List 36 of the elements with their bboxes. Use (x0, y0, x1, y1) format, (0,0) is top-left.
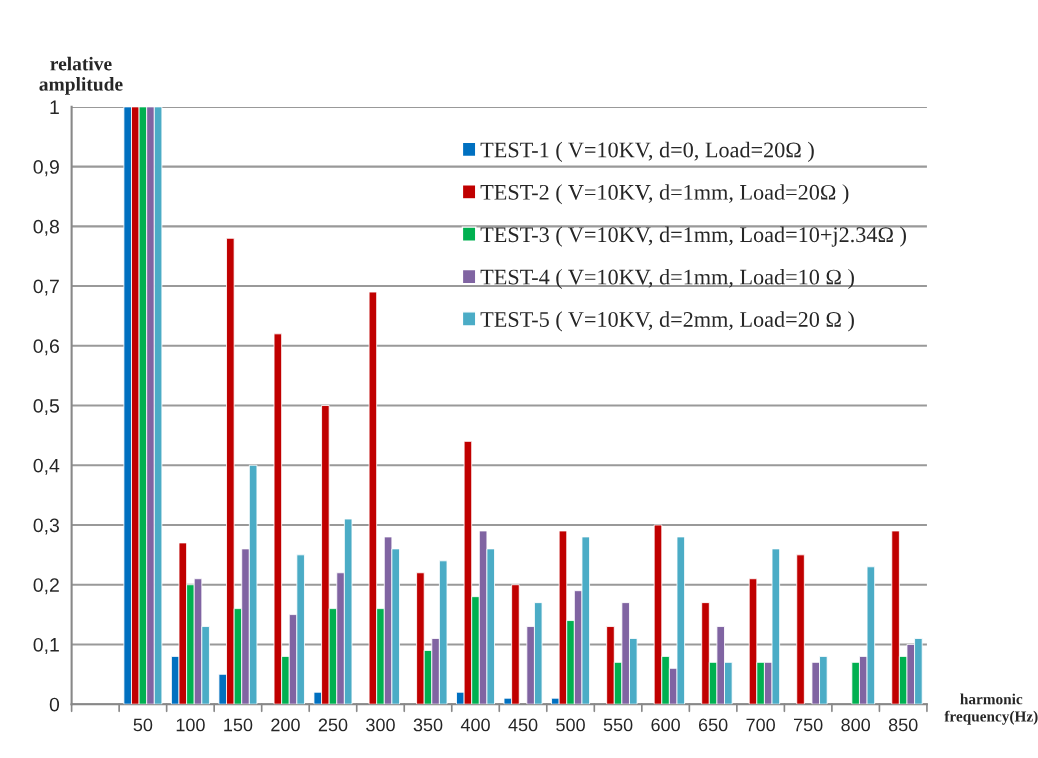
legend-label: TEST-2 ( V=10KV, d=1mm, Load=20Ω ) (480, 184, 849, 205)
x-tick-label: 50 (133, 718, 153, 732)
legend-label: TEST-4 ( V=10KV, d=1mm, Load=10 Ω ) (480, 268, 854, 290)
x-tick-label: 150 (224, 718, 253, 732)
x-tick-label: 300 (366, 718, 395, 732)
x-tick-label: 550 (603, 718, 633, 732)
legend-label: TEST-5 ( V=10KV, d=2mm, Load=20 Ω ) (480, 311, 854, 332)
y-tick-label: 0,2 (33, 578, 59, 595)
y-tick-label: 0,9 (33, 160, 59, 177)
x-axis-title: harmonic frequency(Hz) (944, 693, 1038, 725)
x-tick-label: 100 (176, 718, 205, 732)
legend-label: TEST-3 ( V=10KV, d=1mm, Load=10+j2.34Ω ) (480, 226, 906, 247)
y-tick-label: 0,1 (33, 637, 59, 654)
y-tick-label: 0,5 (33, 399, 59, 416)
x-tick-label: 800 (841, 718, 871, 732)
y-tick-label: 0,6 (33, 339, 59, 356)
y-axis-title: relative amplitude (39, 56, 123, 95)
y-tick-label: 0,7 (33, 279, 59, 296)
legend-label: TEST-1 ( V=10KV, d=0, Load=20Ω ) (480, 141, 814, 162)
x-tick-label: 750 (794, 718, 823, 732)
x-tick-label: 200 (271, 718, 300, 732)
y-tick-label: 1 (50, 100, 59, 114)
y-tick-label: 0 (49, 697, 60, 712)
x-tick-label: 400 (460, 718, 490, 732)
x-tick-label: 850 (888, 718, 918, 732)
x-tick-label: 500 (556, 718, 585, 732)
y-tick-label: 0,4 (33, 458, 60, 475)
y-tick-label: 0,8 (33, 219, 59, 236)
x-tick-label: 350 (413, 718, 443, 732)
x-tick-label: 600 (651, 718, 680, 732)
x-tick-label: 450 (508, 718, 538, 732)
x-tick-label: 650 (698, 718, 728, 732)
y-tick-label: 0,3 (33, 518, 59, 535)
x-tick-label: 700 (746, 718, 775, 732)
bar (796, 554, 805, 705)
x-tick-label: 250 (318, 718, 348, 732)
